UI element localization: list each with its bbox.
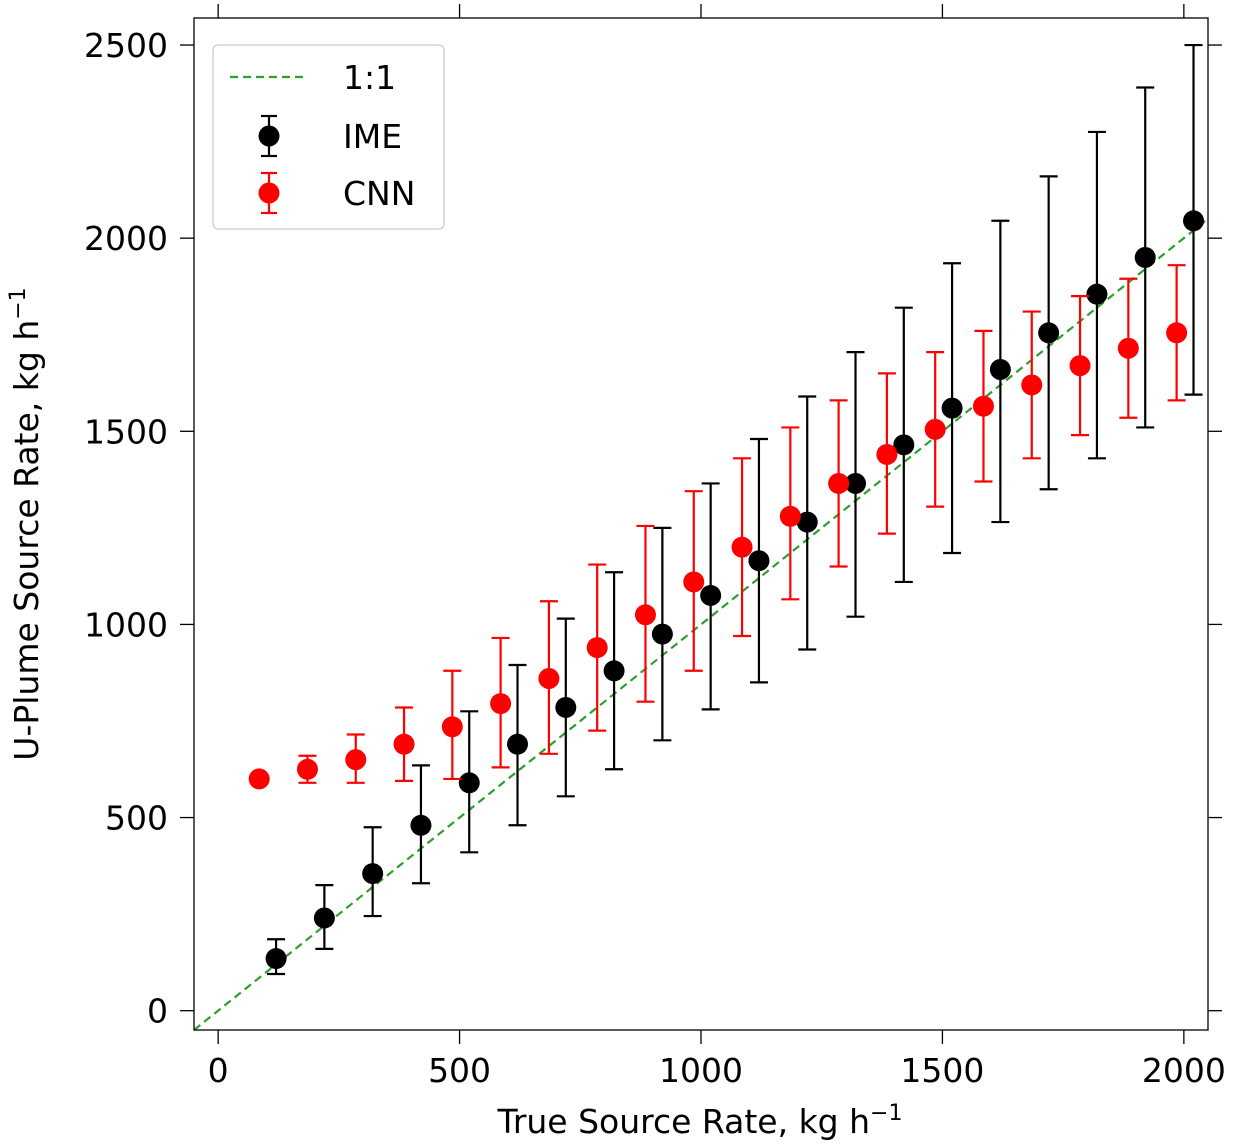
legend-label-1-1: 1:1 — [343, 58, 396, 97]
legend-label-cnn: CNN — [343, 174, 415, 213]
ime-point — [700, 584, 722, 606]
ime-point — [941, 397, 963, 419]
cnn-point — [1021, 374, 1043, 396]
cnn-point — [779, 505, 801, 527]
y-tick-label: 1000 — [84, 605, 168, 644]
ime-point — [410, 814, 432, 836]
ime-point — [265, 948, 287, 970]
y-tick-label: 0 — [147, 992, 168, 1031]
cnn-point — [634, 604, 656, 626]
ime-point — [458, 772, 480, 794]
cnn-point — [924, 418, 946, 440]
ime-point — [845, 472, 867, 494]
x-tick-label: 0 — [208, 1051, 229, 1090]
cnn-point — [248, 768, 270, 790]
ime-point — [796, 511, 818, 533]
plot-area — [194, 43, 1208, 1030]
y-tick-label: 500 — [105, 799, 168, 838]
x-tick-label: 2000 — [1142, 1051, 1226, 1090]
reference-line-1-1 — [194, 217, 1208, 1030]
cnn-point — [1069, 355, 1091, 377]
ime-point — [748, 550, 770, 572]
cnn-point — [441, 716, 463, 738]
cnn-point — [683, 571, 705, 593]
legend: 1:1 IME CNN — [212, 44, 445, 230]
x-axis-label: True Source Rate, kg h−1 — [497, 1101, 903, 1141]
cnn-point — [538, 668, 560, 690]
ime-point — [362, 863, 384, 885]
legend-swatch-cnn-marker — [258, 182, 280, 204]
cnn-point — [345, 749, 367, 771]
cnn-point — [876, 443, 898, 465]
cnn-point — [393, 733, 415, 755]
ime-point — [313, 907, 335, 929]
cnn-point — [1166, 322, 1188, 344]
cnn-point — [586, 637, 608, 659]
y-axis-label: U-Plume Source Rate, kg h−1 — [6, 287, 46, 760]
cnn-point — [1117, 337, 1139, 359]
legend-label-ime: IME — [343, 117, 402, 156]
x-tick-label: 500 — [428, 1051, 491, 1090]
x-tick-label: 1500 — [900, 1051, 984, 1090]
ime-point — [1183, 210, 1205, 232]
legend-swatch-ime-marker — [258, 125, 280, 147]
ime-point — [1086, 283, 1108, 305]
y-tick-label: 1500 — [84, 412, 168, 451]
cnn-point — [731, 536, 753, 558]
cnn-point — [296, 758, 318, 780]
ime-point — [507, 733, 529, 755]
ime-point — [893, 434, 915, 456]
ime-point — [555, 696, 577, 718]
y-tick-label: 2000 — [84, 219, 168, 258]
axes: 0 500 1000 1500 2000 0 500 1000 1500 2000 2500 — [84, 4, 1226, 1090]
cnn-point — [828, 472, 850, 494]
cnn-point — [490, 693, 512, 715]
ime-point — [989, 358, 1011, 380]
ime-point — [1038, 322, 1060, 344]
ime-point — [651, 623, 673, 645]
cnn-point — [972, 395, 994, 417]
ime-point — [1134, 246, 1156, 268]
x-tick-label: 1000 — [659, 1051, 743, 1090]
ime-point — [603, 660, 625, 682]
y-tick-label: 2500 — [84, 26, 168, 65]
